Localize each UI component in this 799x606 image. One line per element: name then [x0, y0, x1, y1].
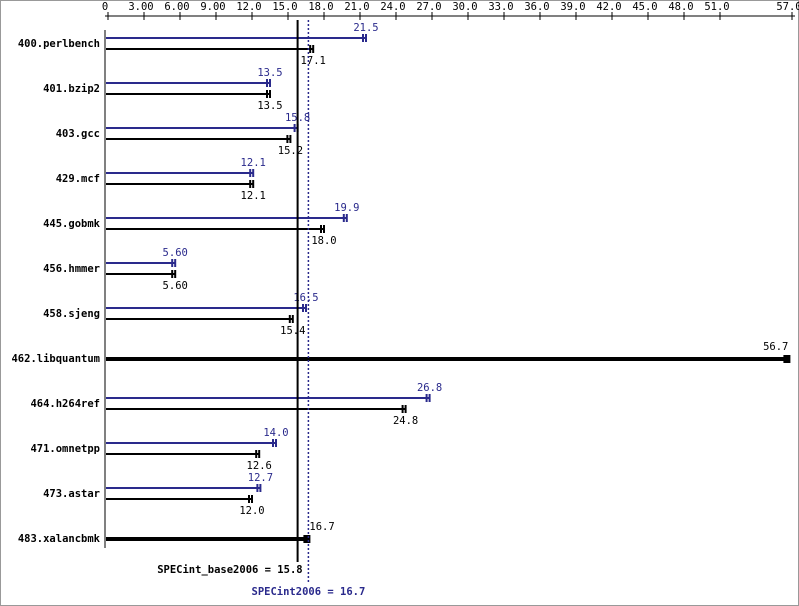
value-label: 12.7 [248, 472, 273, 484]
bar [106, 304, 307, 312]
bar [106, 135, 292, 143]
value-label: 12.6 [247, 460, 272, 472]
bar [106, 180, 255, 188]
category-label: 456.hmmer [43, 263, 100, 275]
bar [106, 214, 348, 222]
reference-label: SPECint_base2006 = 15.8 [157, 564, 302, 576]
category-label: 464.h264ref [30, 398, 100, 410]
bar [106, 450, 261, 458]
category-label: 401.bzip2 [43, 83, 100, 95]
value-label: 13.5 [257, 67, 282, 79]
x-tick-label: 24.0 [380, 1, 405, 13]
reference-label: SPECint2006 = 16.7 [252, 586, 366, 598]
value-label: 12.0 [239, 505, 264, 517]
bar [106, 169, 255, 177]
x-tick-label: 39.0 [560, 1, 585, 13]
x-tick-label: 51.0 [704, 1, 729, 13]
bar [106, 45, 315, 53]
x-tick-label: 0 [102, 1, 108, 13]
category-label: 458.sjeng [43, 308, 100, 320]
x-tick-label: 12.0 [236, 1, 261, 13]
value-label: 5.60 [163, 280, 188, 292]
bar [106, 484, 262, 492]
bar [106, 79, 271, 87]
category-label: 445.gobmk [43, 218, 101, 230]
x-tick-label: 18.0 [308, 1, 333, 13]
value-label: 15.4 [280, 325, 305, 337]
x-tick-label: 21.0 [344, 1, 369, 13]
bar [106, 225, 325, 233]
x-tick-label: 57.0 [776, 1, 799, 13]
x-tick-label: 6.00 [164, 1, 189, 13]
value-label: 26.8 [417, 382, 442, 394]
x-tick-label: 27.0 [416, 1, 441, 13]
value-label: 16.7 [309, 521, 334, 533]
value-label: 13.5 [257, 100, 282, 112]
category-label: 473.astar [43, 488, 100, 500]
x-tick-label: 45.0 [632, 1, 657, 13]
bar [106, 495, 253, 503]
x-tick-label: 33.0 [488, 1, 513, 13]
bar [106, 270, 177, 278]
bar [106, 355, 791, 363]
value-label: 15.2 [278, 145, 303, 157]
bar [106, 90, 271, 98]
value-label: 14.0 [263, 427, 288, 439]
value-label: 17.1 [301, 55, 326, 67]
x-tick-label: 36.0 [524, 1, 549, 13]
value-label: 24.8 [393, 415, 418, 427]
value-label: 12.1 [241, 190, 266, 202]
x-tick-label: 42.0 [596, 1, 621, 13]
bar [106, 439, 277, 447]
bar [106, 259, 177, 267]
category-label: 403.gcc [56, 128, 100, 140]
bar [106, 405, 407, 413]
value-label: 21.5 [353, 22, 378, 34]
value-label: 5.60 [163, 247, 188, 259]
value-label: 56.7 [763, 341, 788, 353]
value-label: 16.5 [293, 292, 318, 304]
value-label: 18.0 [311, 235, 336, 247]
x-tick-label: 9.00 [200, 1, 225, 13]
value-label: 12.1 [241, 157, 266, 169]
bar [106, 34, 367, 42]
category-label: 483.xalancbmk [18, 533, 101, 545]
category-label: 429.mcf [56, 173, 100, 185]
bar [106, 315, 294, 323]
x-tick-label: 15.0 [272, 1, 297, 13]
x-tick-label: 30.0 [452, 1, 477, 13]
bar [106, 394, 431, 402]
x-tick-label: 3.00 [128, 1, 153, 13]
category-label: 400.perlbench [18, 38, 100, 50]
category-label: 471.omnetpp [30, 443, 100, 455]
x-tick-label: 48.0 [668, 1, 693, 13]
category-label: 462.libquantum [11, 353, 100, 365]
value-label: 19.9 [334, 202, 359, 214]
